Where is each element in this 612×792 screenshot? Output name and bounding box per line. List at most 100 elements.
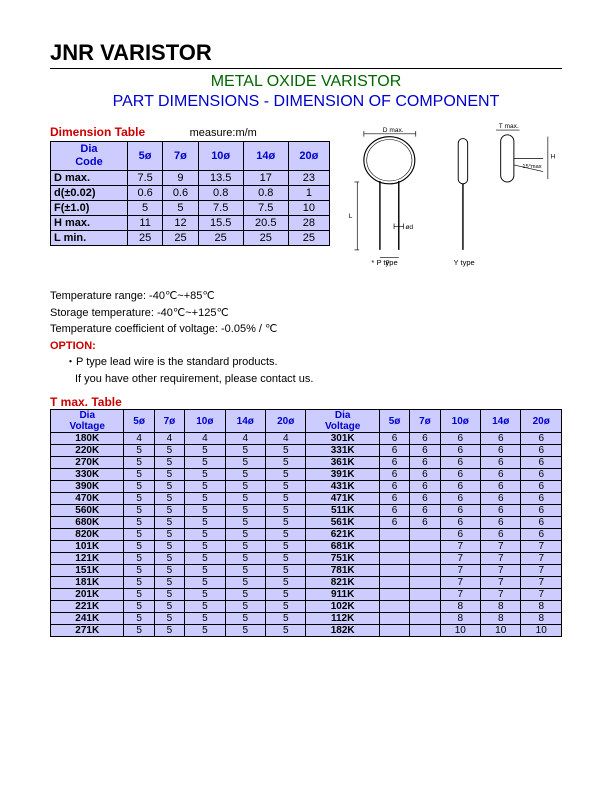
tmax-row: 680K55555561K66666: [51, 517, 562, 529]
tmax-cell: 5: [185, 493, 225, 505]
dim-cell: 0.8: [243, 186, 288, 201]
tmax-cell: 6: [521, 433, 562, 445]
tmax-cell: 5: [225, 481, 265, 493]
tmax-cell: 5: [154, 613, 184, 625]
tmax-voltage-right: 781K: [306, 565, 379, 577]
tmax-col-r10: 10ø: [440, 410, 480, 433]
dim-row: F(±1.0)557.57.510: [51, 201, 330, 216]
dim-row: d(±0.02)0.60.60.80.81: [51, 186, 330, 201]
tmax-cell: 5: [124, 613, 154, 625]
tmax-voltage-right: 681K: [306, 541, 379, 553]
tmax-cell: 5: [124, 565, 154, 577]
tmax-cell: [379, 613, 409, 625]
tmax-cell: 6: [440, 529, 480, 541]
tmax-cell: 5: [225, 601, 265, 613]
dim-cell: 0.6: [127, 186, 162, 201]
tmax-row: 221K55555102K888: [51, 601, 562, 613]
tmax-cell: 6: [379, 517, 409, 529]
tmax-cell: 10: [521, 625, 562, 637]
dim-cell: 9: [163, 171, 198, 186]
option-note-1: ・P type lead wire is the standard produc…: [65, 354, 562, 371]
dim-row-label: F(±1.0): [51, 201, 128, 216]
tmax-cell: 6: [410, 469, 440, 481]
tmax-cell: 6: [481, 517, 521, 529]
tmax-col-r7: 7ø: [410, 410, 440, 433]
tmax-cell: 5: [154, 577, 184, 589]
dim-cell: 15.5: [198, 216, 243, 231]
tmax-voltage-right: 301K: [306, 433, 379, 445]
dim-cell: 11: [127, 216, 162, 231]
tmax-col-l14: 14ø: [225, 410, 265, 433]
option-label: OPTION:: [50, 338, 562, 355]
tmax-cell: 5: [225, 517, 265, 529]
svg-text:15°max: 15°max: [522, 164, 541, 170]
tmax-cell: 6: [379, 481, 409, 493]
tmax-cell: 10: [481, 625, 521, 637]
tmax-cell: 5: [124, 481, 154, 493]
tmax-cell: 5: [225, 565, 265, 577]
tmax-cell: 5: [185, 589, 225, 601]
dim-row-label: D max.: [51, 171, 128, 186]
tmax-col-l20: 20ø: [266, 410, 306, 433]
tmax-cell: 5: [154, 481, 184, 493]
note-coefficient: Temperature coefficient of voltage: -0.0…: [50, 321, 562, 338]
tmax-cell: 7: [481, 541, 521, 553]
tmax-cell: 4: [154, 433, 184, 445]
tmax-row: 181K55555821K777: [51, 577, 562, 589]
dim-col-20: 20ø: [288, 142, 329, 171]
tmax-cell: 7: [440, 577, 480, 589]
dim-cell: 25: [198, 231, 243, 246]
dim-cell: 20.5: [243, 216, 288, 231]
tmax-voltage-left: 241K: [51, 613, 124, 625]
tmax-h1b: Dia: [335, 410, 351, 421]
tmax-cell: 5: [225, 457, 265, 469]
tmax-cell: 5: [266, 445, 306, 457]
tmax-row: 220K55555331K66666: [51, 445, 562, 457]
tmax-cell: [410, 577, 440, 589]
dimension-table-area: Dimension Table measure:m/m Dia Code 5ø …: [50, 123, 330, 278]
tmax-row: 101K55555681K777: [51, 541, 562, 553]
dim-cell: 25: [288, 231, 329, 246]
tmax-cell: 5: [154, 625, 184, 637]
tmax-voltage-right: 821K: [306, 577, 379, 589]
tmax-cell: 6: [379, 433, 409, 445]
tmax-cell: 5: [266, 529, 306, 541]
dim-cell: 7.5: [198, 201, 243, 216]
tmax-cell: [379, 577, 409, 589]
tmax-cell: 5: [124, 529, 154, 541]
tmax-cell: 5: [154, 541, 184, 553]
tmax-cell: [379, 565, 409, 577]
tmax-cell: 6: [410, 445, 440, 457]
svg-text:D max.: D max.: [383, 127, 404, 134]
tmax-cell: 5: [124, 541, 154, 553]
tmax-cell: 5: [185, 481, 225, 493]
tmax-cell: 6: [481, 457, 521, 469]
tmax-cell: 5: [154, 493, 184, 505]
tmax-cell: 6: [481, 493, 521, 505]
tmax-voltage-left: 271K: [51, 625, 124, 637]
tmax-cell: 6: [481, 529, 521, 541]
tmax-col-r5: 5ø: [379, 410, 409, 433]
tmax-voltage-right: 182K: [306, 625, 379, 637]
tmax-cell: 5: [154, 469, 184, 481]
tmax-cell: 5: [124, 505, 154, 517]
tmax-cell: 5: [124, 553, 154, 565]
tmax-cell: 5: [266, 505, 306, 517]
tmax-cell: 5: [124, 457, 154, 469]
dim-col-14: 14ø: [243, 142, 288, 171]
tmax-cell: 6: [481, 505, 521, 517]
dim-cell: 25: [163, 231, 198, 246]
dim-header-code: Code: [75, 156, 103, 168]
tmax-cell: 5: [185, 517, 225, 529]
tmax-cell: 7: [440, 565, 480, 577]
tmax-cell: 5: [225, 577, 265, 589]
dim-row: L min.2525252525: [51, 231, 330, 246]
tmax-cell: 7: [481, 565, 521, 577]
tmax-voltage-left: 270K: [51, 457, 124, 469]
tmax-cell: 5: [225, 625, 265, 637]
tmax-cell: 5: [225, 613, 265, 625]
tmax-cell: 4: [124, 433, 154, 445]
tmax-cell: 5: [266, 601, 306, 613]
dim-cell: 13.5: [198, 171, 243, 186]
tmax-voltage-right: 621K: [306, 529, 379, 541]
